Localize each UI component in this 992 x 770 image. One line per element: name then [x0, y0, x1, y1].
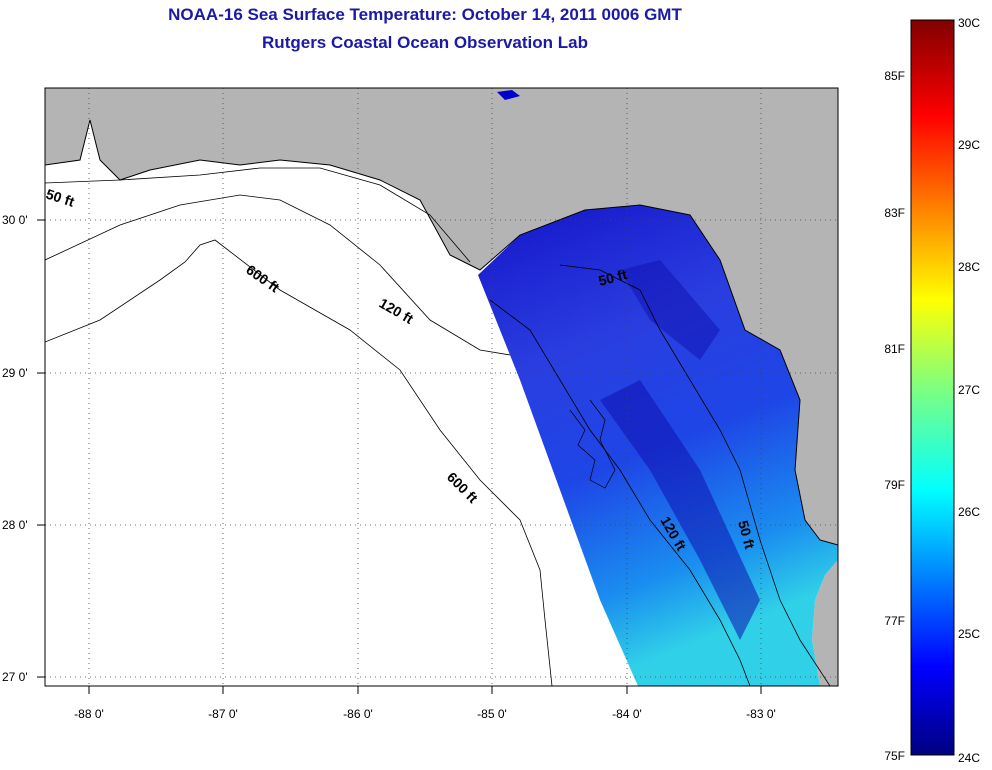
lat-label: 28 0': [2, 518, 28, 532]
colorbar-c-label: 29C: [958, 138, 980, 152]
lon-label: -86 0': [343, 707, 373, 721]
contour-50ft: [45, 167, 471, 263]
lat-label: 29 0': [2, 366, 28, 380]
shoal-lines: [569, 399, 616, 489]
map-title: NOAA-16 Sea Surface Temperature: October…: [168, 5, 682, 24]
colorbar-f-label: 85F: [884, 69, 905, 83]
map-frame: [44, 87, 839, 687]
colorbar: [910, 19, 955, 756]
contour-600ft: [45, 239, 553, 686]
colorbar-f-label: 79F: [884, 478, 905, 492]
colorbar-c-label: 26C: [958, 505, 980, 519]
contour-label: 50 ft: [597, 266, 629, 289]
lon-label: -83 0': [746, 707, 776, 721]
colorbar-c-label: 27C: [958, 383, 980, 397]
colorbar-f-label: 83F: [884, 206, 905, 220]
lat-label: 30 0': [2, 213, 28, 227]
sst-cool-band: [600, 380, 760, 640]
colorbar-c-label: 30C: [958, 16, 980, 30]
lon-label: -84 0': [612, 707, 642, 721]
land-mass-south: [812, 560, 838, 686]
contour-120ft: [45, 194, 511, 356]
map-subtitle: Rutgers Coastal Ocean Observation Lab: [262, 33, 588, 52]
colorbar-f-label: 77F: [884, 614, 905, 628]
lon-label: -88 0': [74, 707, 104, 721]
tick-marks: [37, 219, 762, 694]
lon-label: -85 0': [477, 707, 507, 721]
sst-cool-band-2: [620, 260, 720, 360]
land-mass: [45, 88, 838, 545]
lat-label: 27 0': [2, 670, 28, 684]
colorbar-c-label: 25C: [958, 627, 980, 641]
contour-label: 50 ft: [735, 519, 758, 551]
colorbar-c-label: 24C: [958, 751, 980, 765]
colorbar-f-label: 75F: [884, 749, 905, 763]
colorbar-f-label: 81F: [884, 342, 905, 356]
lake: [497, 90, 520, 100]
colorbar-c-label: 28C: [958, 260, 980, 274]
contour-120ft-east: [489, 299, 751, 686]
lon-label: -87 0': [208, 707, 238, 721]
coastline: [45, 119, 838, 546]
graticule: [45, 88, 838, 686]
